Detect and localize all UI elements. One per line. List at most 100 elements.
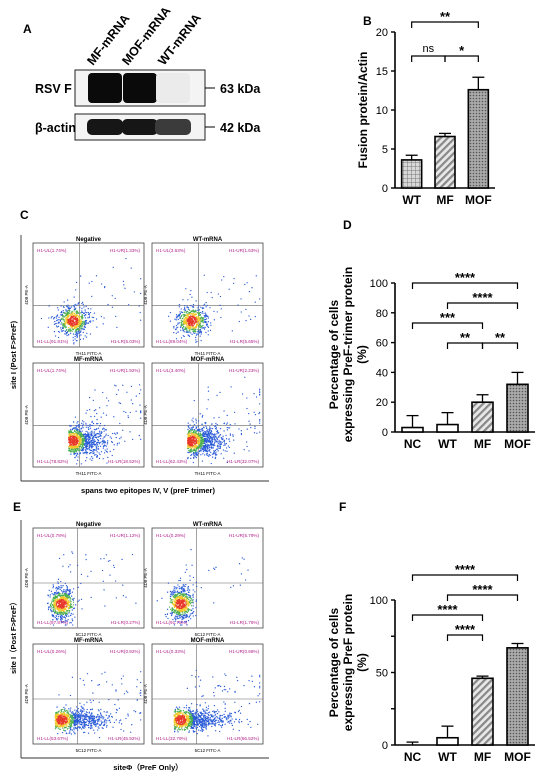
quadrant-label-lr: H1-LR(5.65%) [230, 339, 260, 344]
event-dot [79, 439, 81, 441]
event-dot [205, 432, 207, 435]
event-dot [67, 320, 69, 322]
event-dot [93, 443, 96, 445]
event-dot [193, 423, 196, 426]
event-dot [193, 454, 195, 456]
event-dot [110, 713, 112, 715]
event-dot [189, 438, 192, 440]
event-dot [83, 452, 85, 454]
y-tick-label: 0 [382, 427, 388, 439]
event-dot [92, 443, 94, 445]
event-dot [78, 424, 80, 426]
event-dot [50, 317, 52, 319]
event-dot [215, 426, 218, 429]
event-dot [173, 325, 175, 328]
event-dot [64, 322, 66, 324]
event-dot [65, 310, 67, 312]
event-dot [86, 701, 88, 703]
event-dot [205, 449, 207, 452]
event-dot [185, 311, 188, 313]
event-dot [92, 452, 94, 454]
event-dot [102, 447, 104, 449]
event-dot [195, 442, 197, 444]
event-dot [205, 318, 208, 320]
event-dot [59, 619, 62, 621]
event-dot [66, 612, 68, 614]
event-dot [190, 318, 192, 320]
event-dot [213, 417, 215, 419]
event-dot [65, 615, 68, 617]
event-dot [240, 298, 242, 300]
event-dot [78, 322, 80, 325]
event-dot [83, 708, 85, 710]
event-dot [89, 311, 92, 314]
event-dot [113, 416, 115, 418]
event-dot [89, 440, 91, 442]
event-dot [193, 319, 196, 321]
event-dot [232, 282, 235, 284]
event-dot [85, 424, 87, 426]
event-dot [100, 451, 103, 453]
event-dot [187, 441, 189, 444]
event-dot [172, 592, 174, 594]
event-dot [197, 425, 199, 427]
event-dot [192, 602, 194, 604]
event-dot [74, 333, 76, 336]
event-dot [196, 333, 198, 335]
event-dot [106, 448, 108, 450]
event-dot [212, 436, 214, 438]
event-dot [56, 319, 59, 321]
event-dot [185, 564, 187, 566]
event-dot [192, 311, 194, 313]
event-dot [190, 312, 193, 315]
event-dot [89, 458, 91, 460]
event-dot [93, 431, 95, 433]
event-dot [205, 331, 207, 334]
event-dot [209, 329, 212, 332]
event-dot [58, 603, 60, 605]
event-dot [74, 445, 77, 447]
event-dot [188, 598, 190, 601]
event-dot [181, 324, 183, 326]
event-dot [105, 554, 107, 556]
event-dot [203, 434, 205, 437]
event-dot [81, 430, 83, 432]
event-dot [75, 315, 77, 317]
event-dot [81, 316, 84, 318]
event-dot [96, 444, 99, 446]
event-dot [103, 317, 105, 319]
event-dot [56, 619, 58, 621]
event-dot [77, 456, 79, 458]
event-dot [200, 441, 202, 444]
event-dot [193, 315, 196, 317]
event-dot [95, 448, 97, 450]
event-dot [203, 328, 206, 330]
event-dot [75, 289, 77, 291]
event-dot [76, 319, 78, 321]
event-dot [80, 713, 83, 715]
event-dot [52, 619, 54, 621]
event-dot [184, 589, 186, 592]
event-dot [166, 608, 169, 610]
event-dot [88, 447, 90, 449]
event-dot [72, 443, 74, 445]
event-dot [77, 600, 79, 603]
panel-letter-b: B [363, 14, 372, 28]
event-dot [193, 434, 196, 437]
event-dot [188, 317, 190, 320]
event-dot [88, 445, 91, 447]
event-dot [61, 614, 63, 616]
event-dot [75, 426, 77, 428]
event-dot [173, 609, 176, 611]
event-dot [116, 444, 118, 446]
bar-nc [401, 426, 424, 433]
event-dot [201, 434, 203, 436]
quadrant-label-ll: H1-LL(62.43%) [156, 459, 188, 464]
event-dot [106, 405, 108, 407]
event-dot [121, 558, 123, 561]
event-dot [64, 333, 66, 335]
event-dot [256, 432, 258, 434]
event-dot [195, 599, 197, 601]
flow-axis-x: TH11 FITC-A [76, 471, 102, 476]
event-dot [73, 436, 75, 438]
